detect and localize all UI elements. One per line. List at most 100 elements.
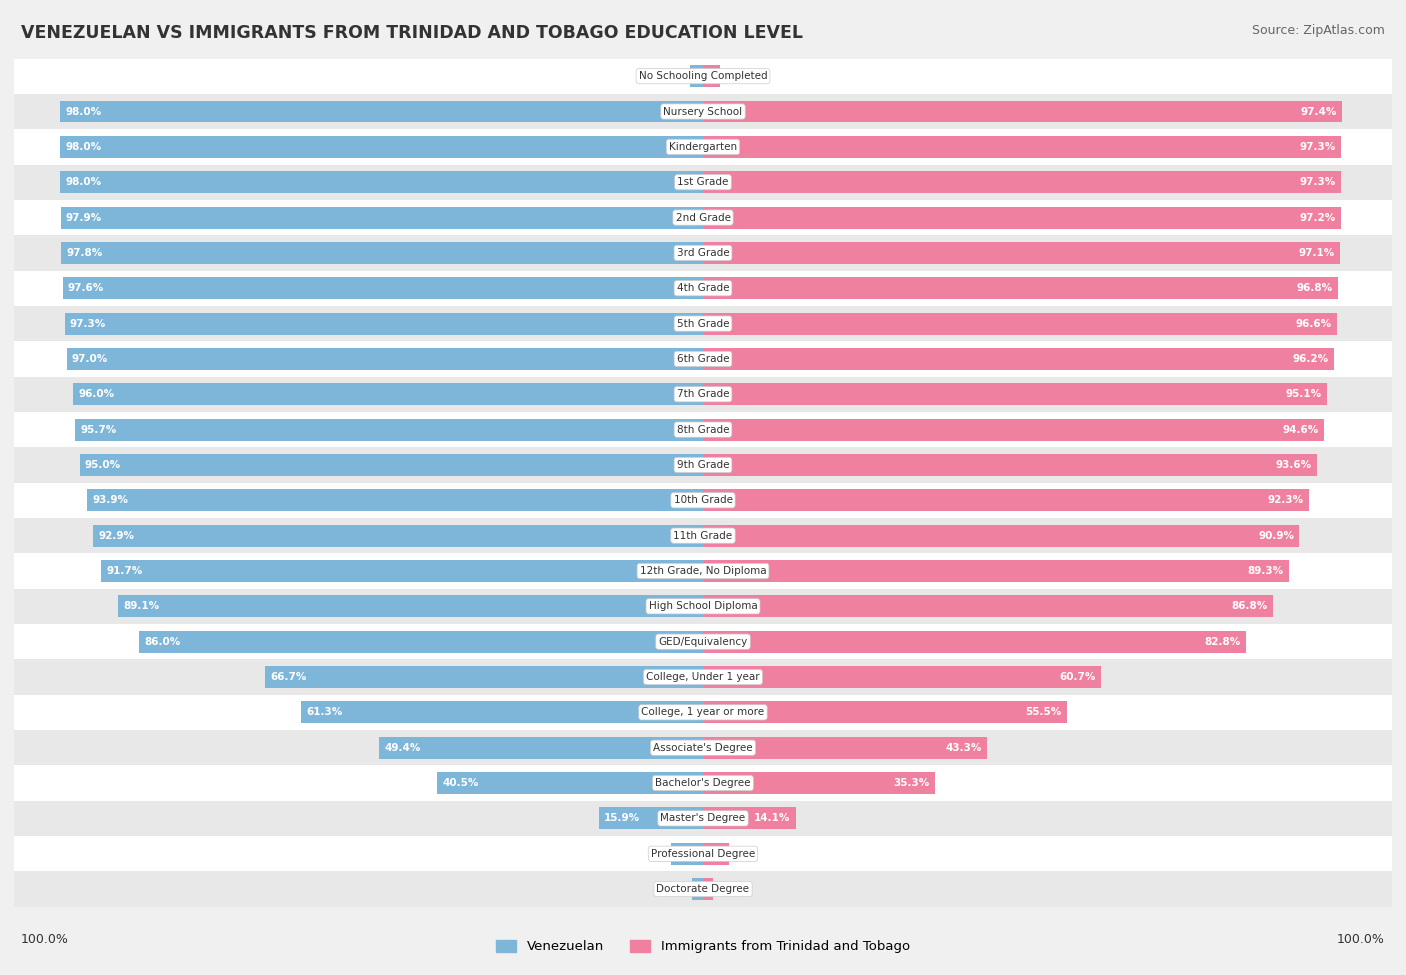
Text: 97.4%: 97.4% <box>1301 106 1337 117</box>
Bar <box>14 448 1392 483</box>
Text: 82.8%: 82.8% <box>1205 637 1241 646</box>
Bar <box>101 560 703 582</box>
Text: College, 1 year or more: College, 1 year or more <box>641 707 765 718</box>
Bar <box>73 383 703 406</box>
Bar <box>703 772 935 794</box>
Bar <box>14 872 1392 907</box>
Bar <box>378 737 703 759</box>
Bar <box>14 165 1392 200</box>
Bar <box>60 207 703 228</box>
Text: 10th Grade: 10th Grade <box>673 495 733 505</box>
Bar <box>87 489 703 511</box>
Bar <box>703 242 1340 264</box>
Text: 4.9%: 4.9% <box>676 848 704 859</box>
Bar <box>703 560 1289 582</box>
Bar <box>703 136 1341 158</box>
Text: 1st Grade: 1st Grade <box>678 177 728 187</box>
Bar <box>80 454 703 476</box>
Bar <box>14 129 1392 165</box>
Text: 97.0%: 97.0% <box>72 354 108 364</box>
Text: 97.3%: 97.3% <box>1301 141 1336 152</box>
Bar <box>703 172 1341 193</box>
Text: Nursery School: Nursery School <box>664 106 742 117</box>
Text: 100.0%: 100.0% <box>1337 933 1385 946</box>
Text: 61.3%: 61.3% <box>307 707 342 718</box>
Text: Associate's Degree: Associate's Degree <box>654 743 752 753</box>
Text: 2nd Grade: 2nd Grade <box>675 213 731 222</box>
Text: 2.6%: 2.6% <box>686 71 714 81</box>
Text: 97.2%: 97.2% <box>1299 213 1336 222</box>
Bar <box>14 624 1392 659</box>
Bar <box>14 306 1392 341</box>
Bar <box>14 483 1392 518</box>
Text: 97.6%: 97.6% <box>67 283 104 293</box>
Bar <box>14 270 1392 306</box>
Text: 98.0%: 98.0% <box>65 177 101 187</box>
Bar <box>14 836 1392 872</box>
Text: Bachelor's Degree: Bachelor's Degree <box>655 778 751 788</box>
Text: 92.9%: 92.9% <box>98 530 135 541</box>
Text: 60.7%: 60.7% <box>1060 672 1097 682</box>
Text: 98.0%: 98.0% <box>65 106 101 117</box>
Text: 96.8%: 96.8% <box>1296 283 1333 293</box>
Bar <box>703 631 1246 652</box>
Text: 6th Grade: 6th Grade <box>676 354 730 364</box>
Text: 96.0%: 96.0% <box>79 389 114 400</box>
Bar <box>703 489 1309 511</box>
Bar <box>703 313 1337 334</box>
Bar <box>14 376 1392 411</box>
Text: 1.7%: 1.7% <box>697 884 727 894</box>
Bar <box>703 701 1067 723</box>
Text: VENEZUELAN VS IMMIGRANTS FROM TRINIDAD AND TOBAGO EDUCATION LEVEL: VENEZUELAN VS IMMIGRANTS FROM TRINIDAD A… <box>21 24 803 42</box>
Text: 49.4%: 49.4% <box>384 743 420 753</box>
Text: 14.1%: 14.1% <box>754 813 790 824</box>
Bar <box>703 454 1317 476</box>
Bar <box>599 807 703 830</box>
Bar <box>437 772 703 794</box>
Text: Professional Degree: Professional Degree <box>651 848 755 859</box>
Bar <box>14 200 1392 235</box>
Text: 97.9%: 97.9% <box>66 213 103 222</box>
Bar <box>14 94 1392 129</box>
Bar <box>118 596 703 617</box>
Text: 40.5%: 40.5% <box>443 778 479 788</box>
Bar <box>14 765 1392 800</box>
Bar <box>14 800 1392 836</box>
Bar <box>703 807 796 830</box>
Text: 3.9%: 3.9% <box>695 848 723 859</box>
Bar <box>60 136 703 158</box>
Bar <box>703 207 1341 228</box>
Text: Doctorate Degree: Doctorate Degree <box>657 884 749 894</box>
Bar <box>14 235 1392 270</box>
Text: 43.3%: 43.3% <box>945 743 981 753</box>
Text: 3rd Grade: 3rd Grade <box>676 248 730 258</box>
Bar <box>14 589 1392 624</box>
Text: 95.1%: 95.1% <box>1285 389 1322 400</box>
Text: 7th Grade: 7th Grade <box>676 389 730 400</box>
Text: 97.8%: 97.8% <box>66 248 103 258</box>
Text: Source: ZipAtlas.com: Source: ZipAtlas.com <box>1251 24 1385 37</box>
Text: 35.3%: 35.3% <box>893 778 929 788</box>
Text: 97.3%: 97.3% <box>70 319 105 329</box>
Text: Master's Degree: Master's Degree <box>661 813 745 824</box>
Bar <box>703 348 1334 370</box>
Bar <box>139 631 703 652</box>
Text: 95.0%: 95.0% <box>84 460 121 470</box>
Text: 15.9%: 15.9% <box>605 813 640 824</box>
Text: 12th Grade, No Diploma: 12th Grade, No Diploma <box>640 566 766 576</box>
Bar <box>14 518 1392 553</box>
Text: 95.7%: 95.7% <box>80 424 117 435</box>
Bar <box>703 418 1323 441</box>
Text: 66.7%: 66.7% <box>270 672 307 682</box>
Bar <box>703 878 713 900</box>
Text: Kindergarten: Kindergarten <box>669 141 737 152</box>
Text: 93.9%: 93.9% <box>93 495 128 505</box>
Bar <box>66 348 703 370</box>
Bar <box>671 842 703 865</box>
Text: College, Under 1 year: College, Under 1 year <box>647 672 759 682</box>
Bar <box>93 525 703 547</box>
Bar <box>62 242 703 264</box>
Text: 89.3%: 89.3% <box>1247 566 1284 576</box>
Bar <box>692 878 703 900</box>
Bar <box>75 418 703 441</box>
